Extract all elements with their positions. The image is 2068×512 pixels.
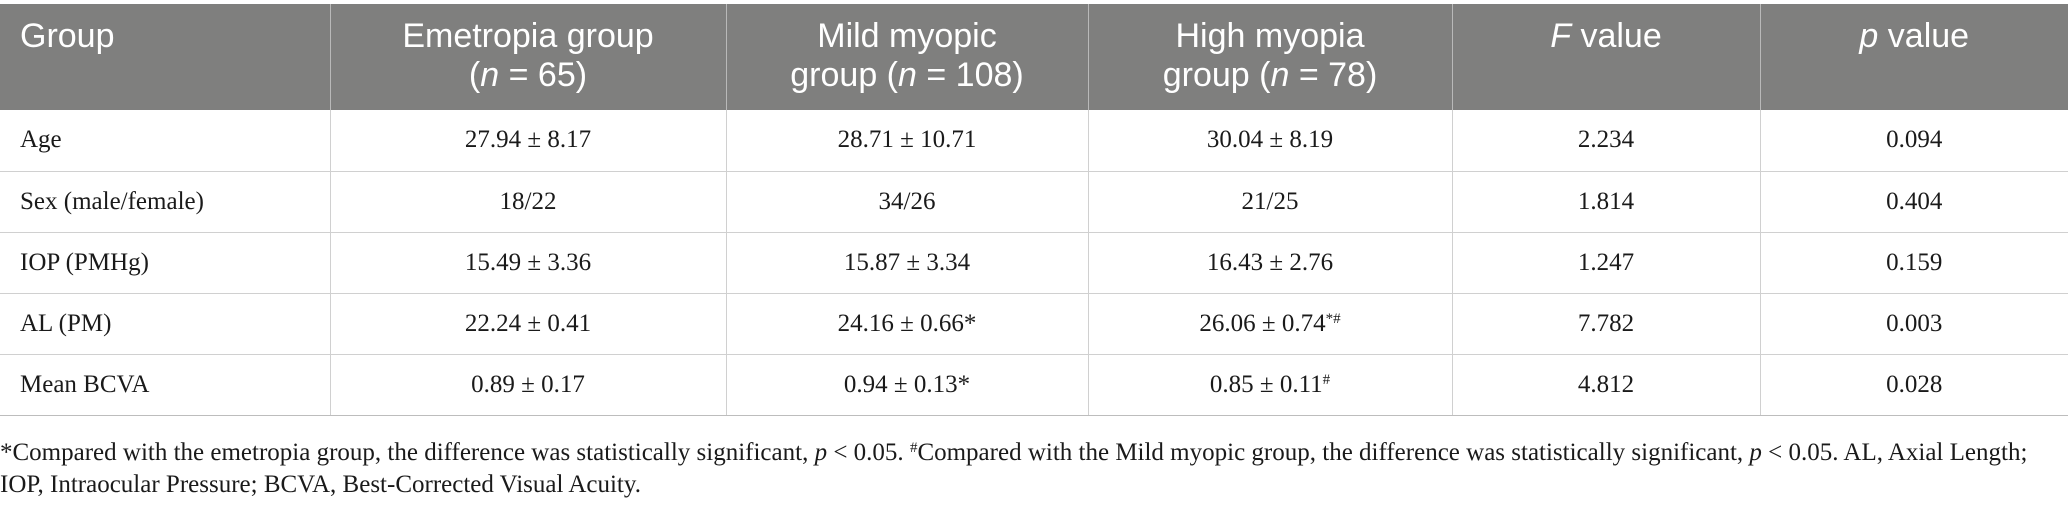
cell-mild: 0.94 ± 0.13* (725, 354, 1088, 416)
cell-high-value: 0.85 ± 0.11 (1209, 370, 1323, 398)
header-group-label: Group (20, 17, 115, 55)
cell-f: 7.782 (1451, 293, 1760, 355)
cell-high-value: 30.04 ± 8.19 (1206, 126, 1334, 154)
cell-mild: 28.71 ± 10.71 (725, 110, 1088, 172)
cell-high: 30.04 ± 8.19 (1087, 110, 1452, 172)
cell-f: 1.814 (1451, 171, 1760, 233)
cell-mild-mark: * (963, 309, 977, 337)
cell-emetropia: 22.24 ± 0.41 (329, 293, 726, 355)
cell-high-value: 26.06 ± 0.74 (1199, 309, 1326, 337)
header-mild-myopic: Mild myopic group (n = 108) (725, 4, 1088, 110)
cell-mild-value: 28.71 ± 10.71 (837, 126, 977, 154)
cell-high-value: 16.43 ± 2.76 (1206, 248, 1334, 276)
cell-p: 0.028 (1759, 354, 2068, 416)
cell-high-value: 21/25 (1241, 187, 1299, 215)
footnote-part2: < 0.05. (827, 439, 910, 466)
cell-mild: 15.87 ± 3.34 (725, 232, 1088, 294)
header-high-line1: High myopia (1175, 17, 1365, 55)
cell-mild-value: 24.16 ± 0.66 (837, 309, 964, 337)
data-table: Group Emetropia group (n = 65) Mild myop… (0, 4, 2068, 416)
cell-high-mark: *# (1325, 310, 1341, 327)
cell-mild-value: 0.94 ± 0.13 (843, 370, 958, 398)
table-header: Group Emetropia group (n = 65) Mild myop… (0, 4, 2068, 110)
row-label: Mean BCVA (0, 354, 330, 416)
cell-mild-value: 15.87 ± 3.34 (843, 248, 971, 276)
header-row: Group Emetropia group (n = 65) Mild myop… (0, 4, 2068, 110)
row-label: AL (PM) (0, 293, 330, 355)
cell-emetropia: 27.94 ± 8.17 (329, 110, 726, 172)
header-mild-line1: Mild myopic (817, 17, 997, 55)
header-p-label: value (1878, 17, 1970, 55)
cell-high-mark: # (1322, 371, 1331, 388)
header-group: Group (0, 4, 330, 110)
header-f-label: value (1571, 17, 1662, 55)
cell-mild: 34/26 (725, 171, 1088, 233)
cell-p: 0.003 (1759, 293, 2068, 355)
cell-emetropia: 0.89 ± 0.17 (329, 354, 726, 416)
cell-p: 0.159 (1759, 232, 2068, 294)
header-mild-prefix: group ( (790, 56, 898, 94)
footnote-part4: < 0.05. AL, Axial Length; IOP, Intraocul… (0, 439, 2028, 498)
header-emetropia-line1: Emetropia group (402, 17, 654, 55)
footnote-part1: *Compared with the emetropia group, the … (0, 439, 815, 466)
footnote-hash-mark: # (909, 440, 918, 456)
cell-p: 0.404 (1759, 171, 2068, 233)
cell-f: 2.234 (1451, 110, 1760, 172)
header-p-value: p value (1759, 4, 2068, 110)
header-f-value: F value (1451, 4, 1760, 110)
header-high-n: n (1270, 56, 1290, 94)
cell-mild-value: 34/26 (878, 187, 936, 215)
row-label: Age (0, 110, 330, 172)
table-row: Age 27.94 ± 8.17 28.71 ± 10.71 30.04 ± 8… (0, 110, 2068, 172)
footnote-part3: Compared with the Mild myopic group, the… (917, 439, 1750, 466)
cell-high: 21/25 (1087, 171, 1452, 233)
table-row: Sex (male/female) 18/22 34/26 21/25 1.81… (0, 171, 2068, 233)
cell-p: 0.094 (1759, 110, 2068, 172)
table-row: IOP (PMHg) 15.49 ± 3.36 15.87 ± 3.34 16.… (0, 232, 2068, 294)
header-high-myopia: High myopia group (n = 78) (1087, 4, 1452, 110)
header-high-count: = 78) (1289, 56, 1378, 94)
cell-f: 1.247 (1451, 232, 1760, 294)
row-label: IOP (PMHg) (0, 232, 330, 294)
header-f-var: F (1550, 17, 1572, 55)
header-emetropia-count: = 65) (499, 56, 588, 94)
cell-high: 0.85 ± 0.11# (1087, 354, 1452, 416)
data-table-container: Group Emetropia group (n = 65) Mild myop… (0, 4, 2068, 416)
header-mild-n: n (898, 56, 917, 94)
footnote-p-var-2: p (1749, 439, 1762, 466)
header-emetropia-paren: ( (468, 56, 481, 94)
cell-high: 26.06 ± 0.74*# (1087, 293, 1452, 355)
table-body: Age 27.94 ± 8.17 28.71 ± 10.71 30.04 ± 8… (0, 110, 2068, 416)
table-footnote: *Compared with the emetropia group, the … (0, 437, 2060, 501)
cell-emetropia: 15.49 ± 3.36 (329, 232, 726, 294)
footnote-p-var-1: p (814, 439, 828, 466)
cell-mild-mark: * (957, 370, 971, 398)
header-p-var: p (1859, 17, 1879, 55)
header-high-prefix: group ( (1162, 56, 1271, 94)
row-label: Sex (male/female) (0, 171, 330, 233)
table-row: Mean BCVA 0.89 ± 0.17 0.94 ± 0.13* 0.85 … (0, 354, 2068, 416)
header-mild-count: = 108) (916, 56, 1024, 94)
header-emetropia: Emetropia group (n = 65) (329, 4, 726, 110)
header-emetropia-n: n (480, 56, 500, 94)
cell-emetropia: 18/22 (329, 171, 726, 233)
cell-f: 4.812 (1451, 354, 1760, 416)
table-row: AL (PM) 22.24 ± 0.41 24.16 ± 0.66* 26.06… (0, 293, 2068, 355)
cell-high: 16.43 ± 2.76 (1087, 232, 1452, 294)
cell-mild: 24.16 ± 0.66* (725, 293, 1088, 355)
